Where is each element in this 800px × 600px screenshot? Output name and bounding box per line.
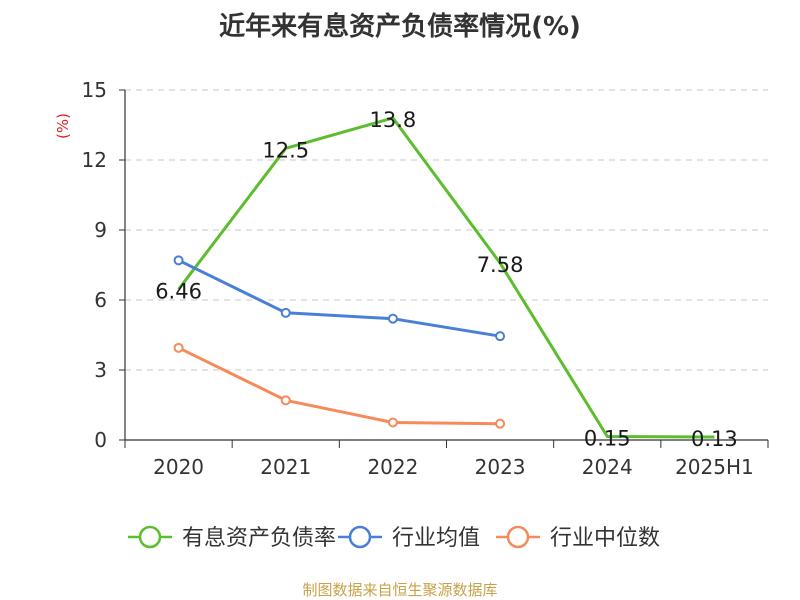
legend-label: 有息资产负债率 — [182, 526, 336, 551]
series-lines — [173, 116, 715, 439]
legend-swatch-marker — [348, 525, 372, 549]
x-tick-label: 2025H1 — [675, 455, 754, 479]
data-label: 6.46 — [155, 279, 202, 303]
y-tick-label: 6 — [94, 288, 107, 312]
chart-title: 近年来有息资产负债率情况(%) — [219, 12, 581, 42]
data-label: 0.13 — [691, 427, 738, 451]
legend-item: 有息资产负债率 — [128, 525, 336, 551]
grid-lines — [125, 89, 768, 371]
legend-item: 行业中位数 — [496, 525, 660, 551]
legend-label: 行业均值 — [392, 526, 480, 551]
data-point — [495, 418, 506, 429]
series-line-1 — [177, 258, 501, 338]
y-axis-label: (%) — [54, 113, 72, 139]
x-tick-label: 2022 — [367, 455, 418, 479]
data-point — [280, 395, 291, 406]
data-label: 12.5 — [262, 138, 309, 162]
source-note: 制图数据来自恒生聚源数据库 — [302, 581, 498, 599]
y-tick-label: 0 — [94, 428, 107, 452]
series-line-2 — [177, 346, 501, 426]
legend-label: 行业中位数 — [550, 526, 660, 551]
data-point — [387, 313, 398, 324]
data-point — [280, 307, 291, 318]
data-label: 7.58 — [477, 253, 524, 277]
series-line-0 — [177, 116, 715, 439]
x-tick-label: 2023 — [475, 455, 526, 479]
y-tick-label: 3 — [94, 358, 107, 382]
x-tick-label: 2020 — [153, 455, 204, 479]
y-tick-label: 9 — [94, 218, 107, 242]
legend-item: 行业均值 — [338, 525, 480, 551]
legend-swatch-marker — [138, 525, 162, 549]
x-tick-label: 2021 — [260, 455, 311, 479]
data-label: 13.8 — [370, 108, 417, 132]
data-labels: 6.46 12.5 13.8 7.58 0.15 0.13 — [155, 108, 738, 451]
y-tick-label: 12 — [82, 148, 107, 172]
y-tick-label: 15 — [82, 78, 107, 102]
data-point — [173, 342, 184, 353]
data-point — [173, 255, 184, 266]
data-label: 0.15 — [584, 427, 631, 451]
data-point — [387, 417, 398, 428]
data-point — [495, 331, 506, 342]
x-tick-label: 2024 — [582, 455, 633, 479]
axes: 0 3 6 9 12 15 (%) 2020 2021 2022 2023 2024 2025H1 — [54, 78, 769, 479]
legend: 有息资产负债率 行业均值 行业中位数 — [128, 525, 660, 551]
legend-swatch-marker — [506, 525, 530, 549]
